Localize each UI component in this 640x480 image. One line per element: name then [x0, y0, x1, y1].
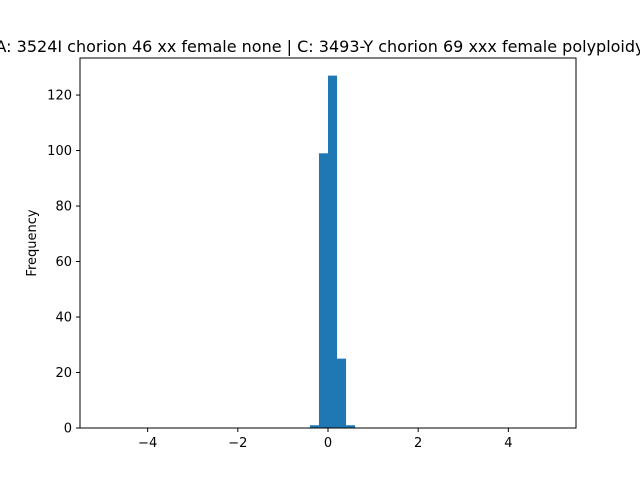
- y-tick-label-5: 100: [47, 144, 72, 159]
- histogram-bar-1: [318, 153, 328, 429]
- x-tick-label-1: −2: [228, 436, 247, 451]
- histogram-bar-3: [337, 358, 347, 428]
- y-tick-label-6: 120: [47, 89, 72, 104]
- x-tick-label-3: 2: [414, 436, 422, 451]
- chart-title: A: 3524I chorion 46 xx female none | C: …: [0, 37, 640, 56]
- histogram-bar-2: [328, 75, 338, 428]
- x-tick-label-4: 4: [504, 436, 512, 451]
- histogram-bar-0: [309, 425, 319, 428]
- y-axis-label: Frequency: [25, 209, 40, 276]
- plot-frame: [79, 57, 577, 429]
- y-tick-label-0: 0: [64, 422, 72, 437]
- y-tick-label-3: 60: [55, 255, 72, 270]
- y-tick-label-1: 20: [55, 366, 72, 381]
- y-tick-label-2: 40: [55, 311, 72, 326]
- y-tick-label-4: 80: [55, 200, 72, 215]
- x-tick-label-0: −4: [138, 436, 157, 451]
- histogram-bar-4: [346, 425, 356, 428]
- bars-layer: [309, 75, 356, 429]
- x-tick-label-2: 0: [324, 436, 332, 451]
